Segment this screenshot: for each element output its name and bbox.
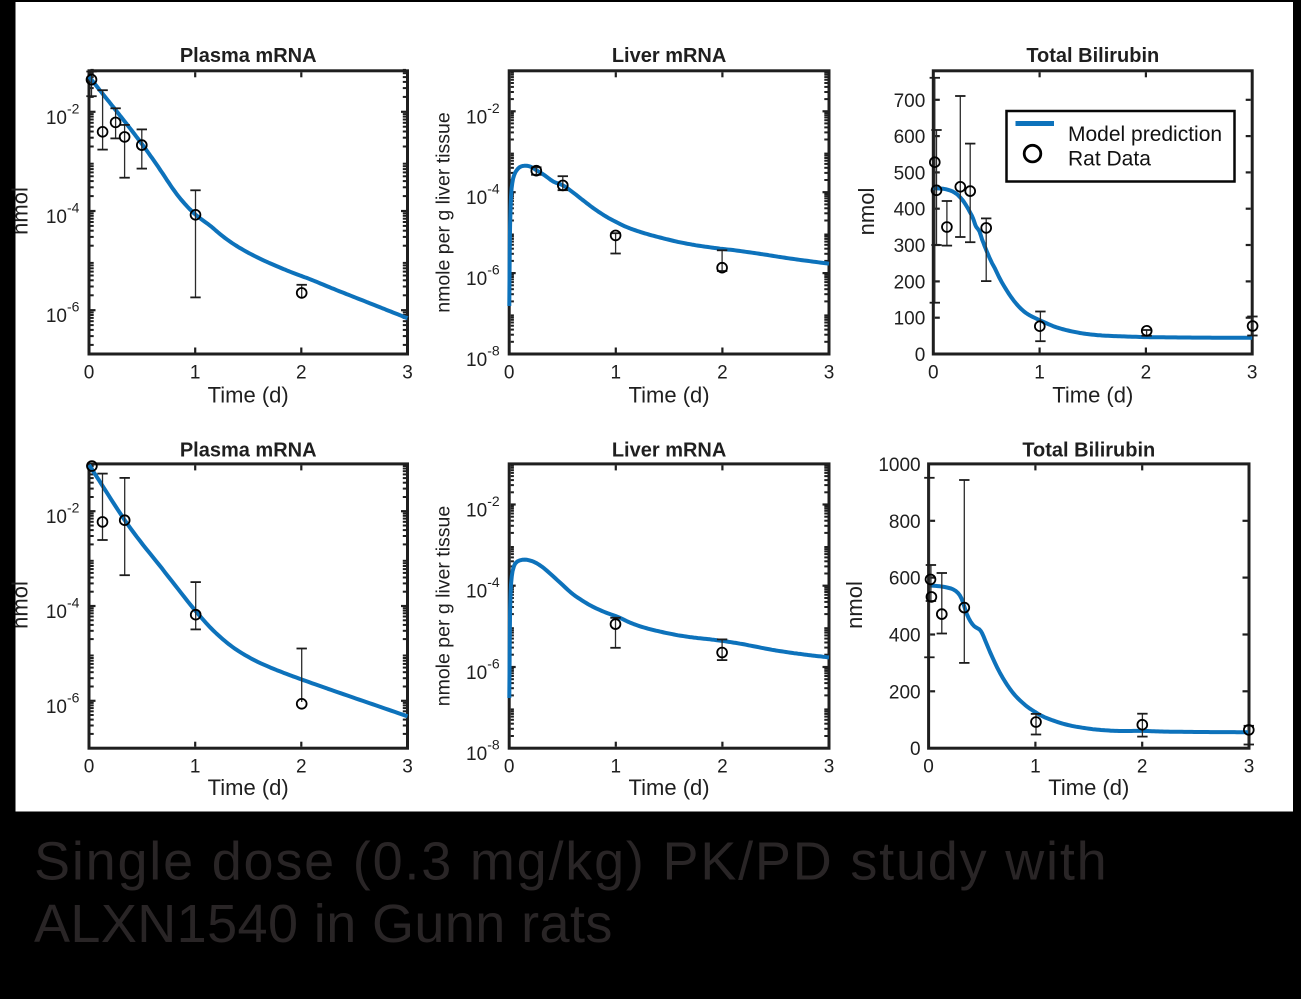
- svg-text:2: 2: [1141, 363, 1152, 384]
- svg-text:nmol: nmol: [8, 581, 33, 629]
- svg-text:-4: -4: [67, 595, 80, 611]
- svg-text:Total Bilirubin: Total Bilirubin: [1026, 45, 1159, 67]
- svg-text:Single dose (0.3 mg/kg) PK/PD: Single dose (0.3 mg/kg) PK/PD study with: [34, 832, 1108, 892]
- svg-text:10: 10: [466, 744, 487, 765]
- svg-text:10: 10: [46, 507, 67, 528]
- svg-text:nmol: nmol: [842, 581, 867, 629]
- svg-text:3: 3: [402, 363, 413, 384]
- svg-text:10: 10: [46, 602, 67, 623]
- svg-text:-4: -4: [67, 200, 80, 216]
- svg-text:-4: -4: [487, 574, 500, 590]
- svg-text:Liver mRNA: Liver mRNA: [612, 439, 726, 461]
- svg-text:Time (d): Time (d): [208, 383, 289, 408]
- svg-text:100: 100: [894, 309, 926, 330]
- svg-text:-8: -8: [487, 737, 500, 753]
- svg-text:Total Bilirubin: Total Bilirubin: [1022, 439, 1155, 461]
- svg-text:1: 1: [611, 757, 622, 778]
- svg-text:nmol: nmol: [8, 187, 33, 235]
- svg-text:-6: -6: [67, 299, 80, 315]
- svg-text:10: 10: [46, 207, 67, 228]
- svg-text:1: 1: [190, 757, 201, 778]
- svg-text:2: 2: [1137, 757, 1148, 778]
- svg-text:0: 0: [928, 363, 939, 384]
- svg-text:-2: -2: [487, 493, 500, 509]
- svg-text:3: 3: [402, 757, 413, 778]
- svg-text:ALXN1540 in Gunn rats: ALXN1540 in Gunn rats: [34, 894, 613, 954]
- svg-text:400: 400: [894, 200, 926, 221]
- svg-text:10: 10: [466, 188, 487, 209]
- svg-text:10: 10: [46, 108, 67, 129]
- svg-text:1: 1: [190, 363, 201, 384]
- svg-text:2: 2: [296, 363, 307, 384]
- svg-text:500: 500: [894, 163, 926, 184]
- svg-text:Time (d): Time (d): [208, 775, 289, 800]
- svg-text:10: 10: [466, 501, 487, 522]
- svg-text:Time (d): Time (d): [1048, 775, 1129, 800]
- svg-text:10: 10: [46, 306, 67, 327]
- svg-text:3: 3: [824, 363, 835, 384]
- svg-text:1000: 1000: [878, 455, 920, 476]
- svg-text:Liver mRNA: Liver mRNA: [612, 45, 726, 67]
- svg-text:-2: -2: [67, 100, 80, 116]
- svg-text:600: 600: [889, 569, 921, 590]
- svg-text:0: 0: [923, 757, 934, 778]
- svg-text:2: 2: [296, 757, 307, 778]
- svg-text:10: 10: [466, 269, 487, 290]
- svg-text:0: 0: [504, 363, 515, 384]
- svg-text:0: 0: [84, 757, 95, 778]
- svg-text:3: 3: [824, 757, 835, 778]
- svg-text:0: 0: [504, 757, 515, 778]
- svg-text:nmole per g liver tissue: nmole per g liver tissue: [433, 112, 455, 313]
- svg-text:1: 1: [1034, 363, 1045, 384]
- svg-text:10: 10: [466, 663, 487, 684]
- svg-text:2: 2: [717, 757, 728, 778]
- svg-text:0: 0: [84, 363, 95, 384]
- svg-text:Plasma mRNA: Plasma mRNA: [180, 439, 317, 461]
- svg-text:Model prediction: Model prediction: [1068, 123, 1222, 146]
- svg-text:-2: -2: [487, 100, 500, 116]
- svg-text:10: 10: [46, 697, 67, 718]
- svg-text:2: 2: [717, 363, 728, 384]
- svg-text:nmole per g liver tissue: nmole per g liver tissue: [433, 506, 455, 707]
- svg-text:700: 700: [894, 91, 926, 112]
- svg-text:800: 800: [889, 512, 921, 533]
- svg-text:3: 3: [1247, 363, 1258, 384]
- svg-text:1: 1: [611, 363, 622, 384]
- svg-text:Time (d): Time (d): [1052, 383, 1133, 408]
- svg-text:Rat Data: Rat Data: [1068, 148, 1151, 171]
- svg-text:10: 10: [466, 107, 487, 128]
- svg-text:0: 0: [910, 739, 921, 760]
- svg-text:Plasma mRNA: Plasma mRNA: [180, 45, 317, 67]
- svg-text:10: 10: [466, 350, 487, 371]
- svg-text:600: 600: [894, 127, 926, 148]
- svg-text:nmol: nmol: [854, 188, 879, 236]
- svg-text:-6: -6: [487, 656, 500, 672]
- svg-text:-8: -8: [487, 343, 500, 359]
- svg-text:-6: -6: [487, 262, 500, 278]
- svg-text:-4: -4: [487, 181, 500, 197]
- svg-text:300: 300: [894, 236, 926, 257]
- svg-text:10: 10: [466, 582, 487, 603]
- svg-text:3: 3: [1244, 757, 1255, 778]
- svg-text:0: 0: [915, 345, 926, 366]
- svg-text:200: 200: [894, 272, 926, 293]
- svg-text:-6: -6: [67, 689, 80, 705]
- svg-text:-2: -2: [67, 500, 80, 516]
- svg-text:200: 200: [889, 682, 921, 703]
- svg-text:1: 1: [1030, 757, 1041, 778]
- svg-text:400: 400: [889, 626, 921, 647]
- svg-text:Time (d): Time (d): [629, 775, 710, 800]
- svg-text:Time (d): Time (d): [629, 383, 710, 408]
